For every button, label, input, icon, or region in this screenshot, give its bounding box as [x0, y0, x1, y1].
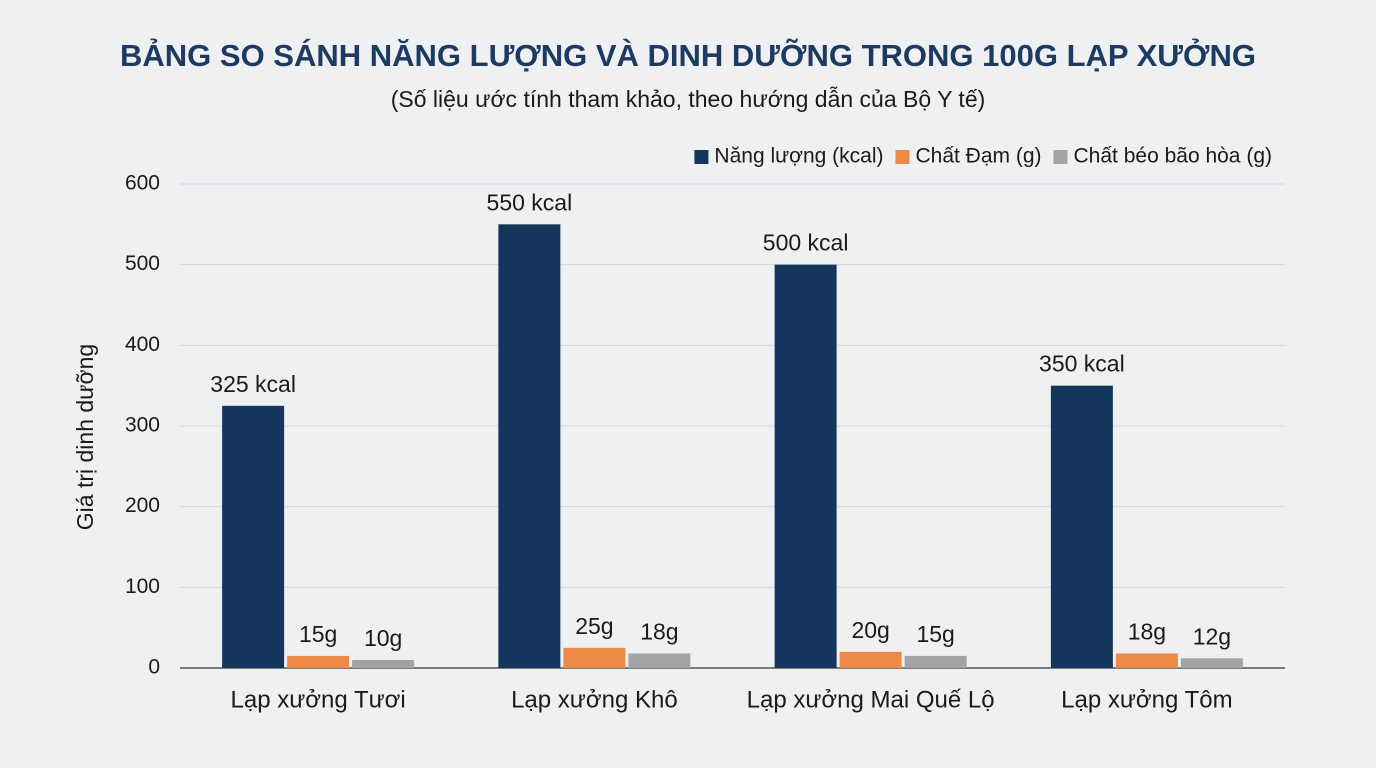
- legend-swatch: [1053, 150, 1068, 164]
- value-label: 20g: [851, 617, 889, 643]
- bar: [352, 659, 415, 668]
- x-tick-label: Lạp xưởng Tôm: [1061, 686, 1232, 713]
- y-tick-label: 200: [125, 494, 160, 517]
- y-tick-label: 300: [125, 414, 160, 437]
- value-label: 12g: [1193, 623, 1231, 649]
- x-tick-label: Lạp xưởng Khô: [511, 686, 678, 713]
- y-tick-label: 0: [148, 656, 160, 679]
- y-tick-label: 600: [125, 172, 160, 195]
- bar: [628, 653, 691, 668]
- y-axis-label: Giá trị dinh dưỡng: [72, 344, 98, 530]
- value-label: 325 kcal: [210, 371, 296, 397]
- y-tick-label: 500: [125, 252, 160, 275]
- value-label: 10g: [364, 625, 402, 651]
- bar: [904, 655, 967, 668]
- chart-title: BẢNG SO SÁNH NĂNG LƯỢNG VÀ DINH DƯỠNG TR…: [120, 37, 1256, 73]
- value-label: 350 kcal: [1039, 351, 1125, 377]
- value-label: 550 kcal: [487, 189, 573, 215]
- bar: [1115, 653, 1178, 668]
- x-tick-label: Lạp xưởng Tươi: [231, 686, 406, 713]
- value-label: 18g: [640, 619, 678, 645]
- chart-subtitle: (Số liệu ước tính tham khảo, theo hướng …: [391, 86, 986, 112]
- legend-swatch: [895, 150, 910, 164]
- legend-swatch: [694, 150, 709, 164]
- bar: [839, 651, 902, 668]
- value-label: 500 kcal: [763, 230, 849, 256]
- value-label: 18g: [1128, 619, 1166, 645]
- y-tick-label: 100: [125, 575, 160, 598]
- x-tick-label: Lạp xưởng Mai Quế Lộ: [747, 686, 995, 713]
- value-label: 15g: [299, 621, 337, 647]
- bar: [563, 647, 626, 668]
- bar: [498, 224, 561, 669]
- value-label: 15g: [916, 621, 954, 647]
- y-tick-label: 400: [125, 333, 160, 356]
- legend-label: Năng lượng (kcal): [714, 145, 883, 168]
- bar: [774, 264, 837, 668]
- bar: [1180, 658, 1243, 668]
- bar: [1050, 385, 1113, 668]
- legend-label: Chất Đạm (g): [915, 145, 1041, 168]
- bar: [287, 655, 350, 668]
- bar: [222, 405, 285, 668]
- legend-label: Chất béo bão hòa (g): [1074, 145, 1272, 168]
- value-label: 25g: [575, 613, 613, 639]
